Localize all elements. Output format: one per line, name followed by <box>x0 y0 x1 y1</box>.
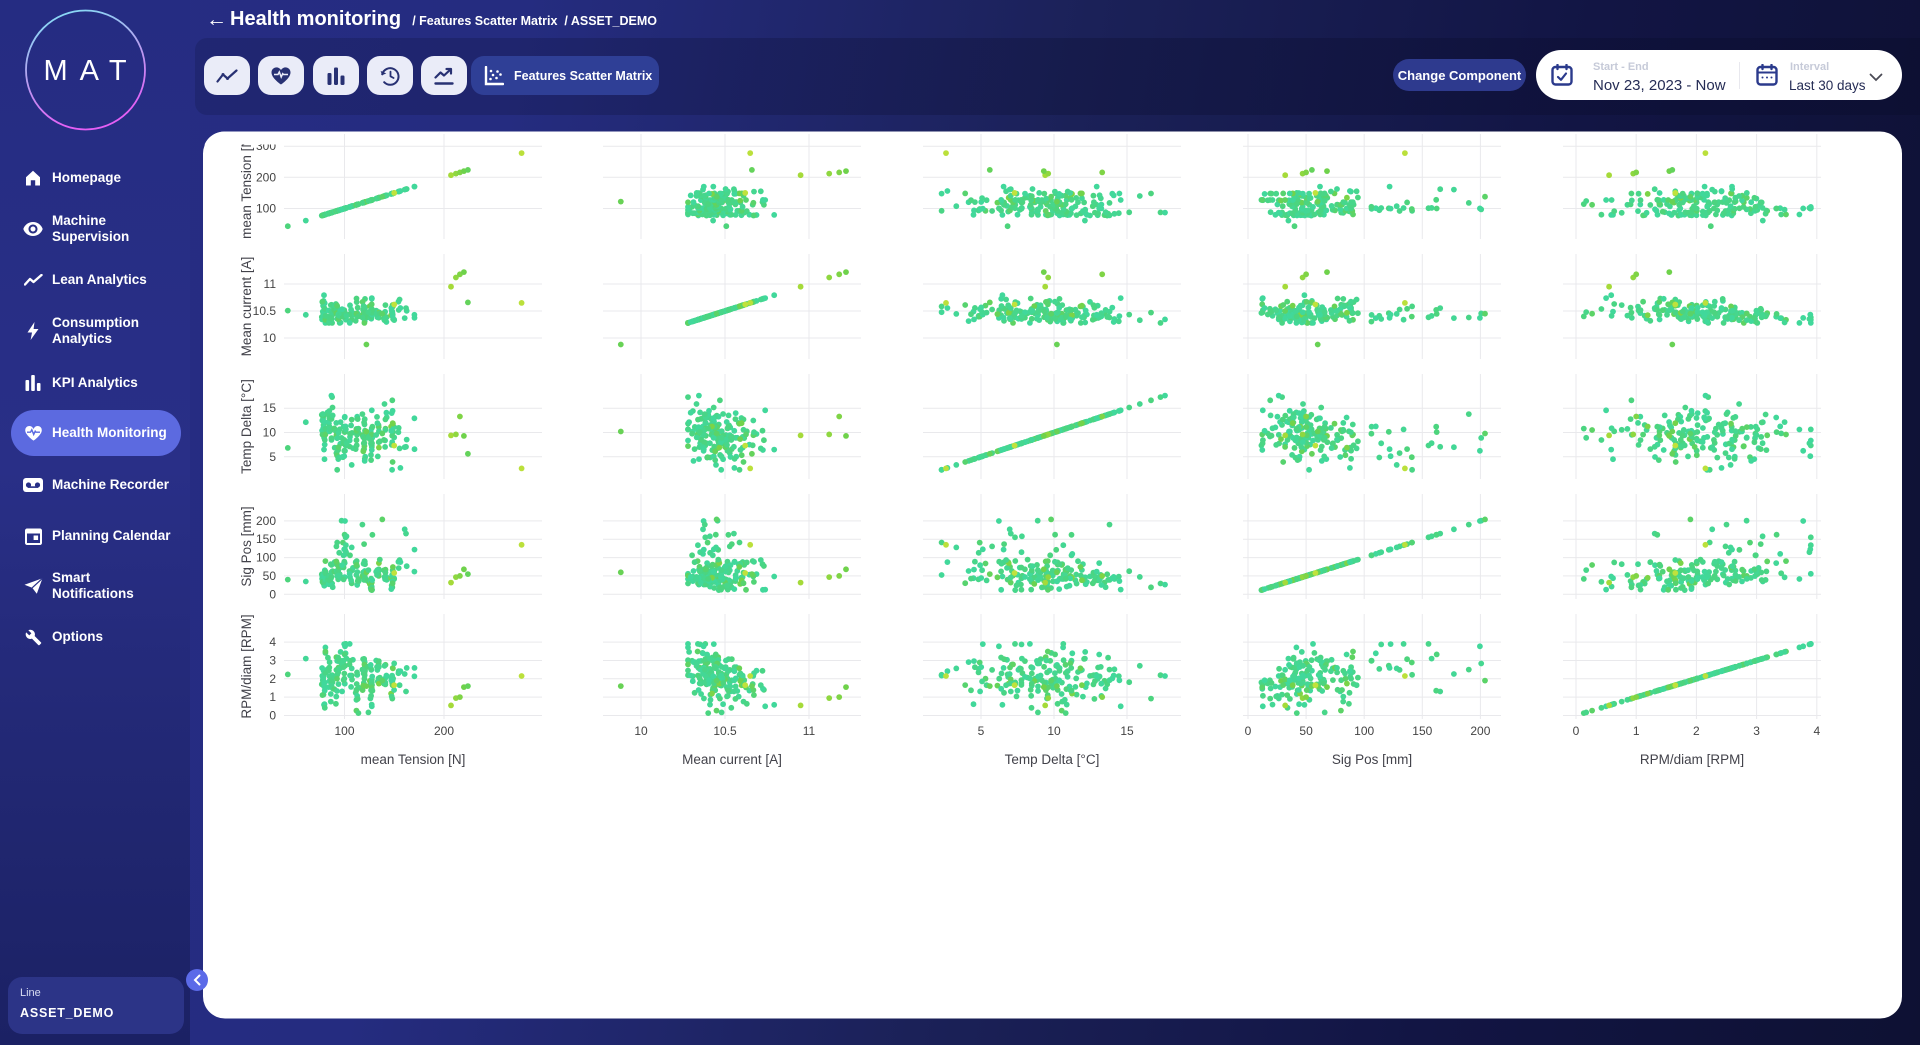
svg-text:1: 1 <box>269 690 276 704</box>
svg-text:100: 100 <box>1354 724 1374 738</box>
svg-text:50: 50 <box>263 569 277 583</box>
svg-text:10.5: 10.5 <box>713 724 737 738</box>
svg-text:150: 150 <box>256 532 276 546</box>
svg-text:10: 10 <box>634 724 648 738</box>
svg-text:11: 11 <box>264 277 277 291</box>
svg-text:150: 150 <box>1412 724 1432 738</box>
svg-text:4: 4 <box>1813 724 1820 738</box>
svg-text:200: 200 <box>1470 724 1490 738</box>
svg-text:200: 200 <box>434 724 454 738</box>
svg-text:10: 10 <box>263 331 277 345</box>
svg-text:3: 3 <box>269 654 276 668</box>
svg-text:200: 200 <box>256 514 276 528</box>
svg-text:15: 15 <box>1120 724 1134 738</box>
svg-text:200: 200 <box>256 170 276 184</box>
svg-text:10: 10 <box>263 426 277 440</box>
svg-text:100: 100 <box>256 202 276 216</box>
svg-text:0: 0 <box>269 587 276 601</box>
svg-text:0: 0 <box>1573 724 1580 738</box>
svg-text:0: 0 <box>1245 724 1252 738</box>
svg-text:1: 1 <box>1633 724 1640 738</box>
svg-text:15: 15 <box>263 401 277 415</box>
svg-text:5: 5 <box>978 724 985 738</box>
svg-text:0: 0 <box>269 709 276 723</box>
svg-text:50: 50 <box>1299 724 1313 738</box>
svg-text:4: 4 <box>269 635 276 649</box>
svg-text:11: 11 <box>803 724 816 738</box>
svg-text:mean Tension [N]: mean Tension [N] <box>239 134 254 239</box>
svg-text:10: 10 <box>1047 724 1061 738</box>
svg-text:100: 100 <box>334 724 354 738</box>
svg-text:5: 5 <box>269 450 276 464</box>
svg-text:2: 2 <box>269 672 276 686</box>
svg-text:10.5: 10.5 <box>253 304 277 318</box>
svg-text:Mean current [A]: Mean current [A] <box>239 257 254 357</box>
svg-text:100: 100 <box>256 551 276 565</box>
svg-text:2: 2 <box>1693 724 1700 738</box>
svg-text:3: 3 <box>1753 724 1760 738</box>
